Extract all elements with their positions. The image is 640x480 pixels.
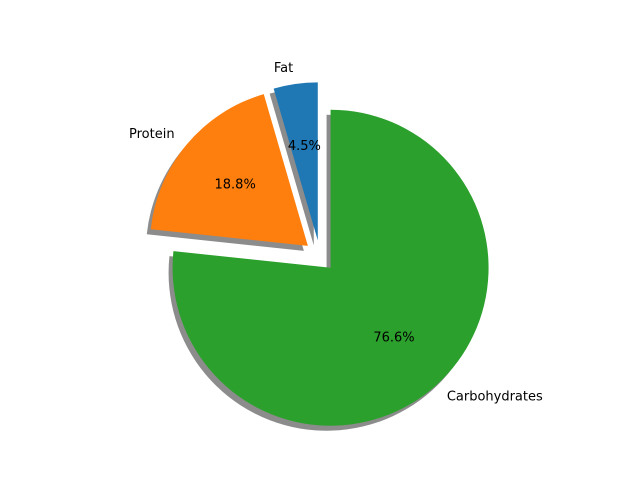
slice-percent-protein: 18.8%: [215, 178, 256, 193]
pie-slice-carbohydrates: [172, 109, 489, 426]
slice-label-fat: Fat: [274, 61, 293, 76]
pie-slice-fat: [273, 82, 318, 241]
slice-percent-carbohydrates: 76.6%: [373, 331, 414, 346]
slice-label-carbohydrates: Carbohydrates: [447, 389, 543, 404]
label-layer: Fat 4.5% Protein 18.8% Carbohydrates 76.6%: [129, 61, 543, 405]
slice-layer: [150, 82, 489, 426]
pie-slice-protein: [150, 94, 308, 246]
slice-percent-fat: 4.5%: [288, 139, 321, 154]
slice-label-protein: Protein: [129, 127, 175, 142]
